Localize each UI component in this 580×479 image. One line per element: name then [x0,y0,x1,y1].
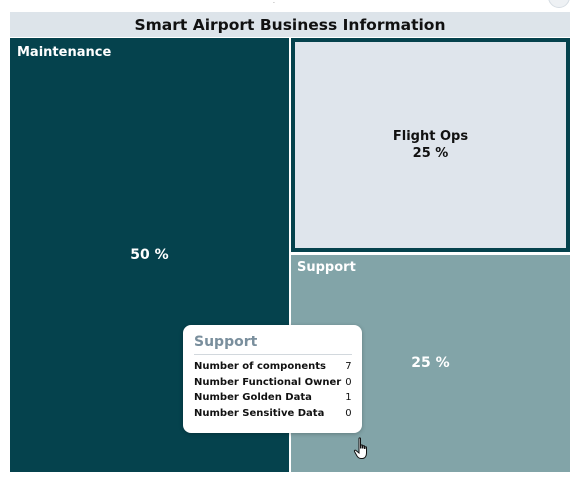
tile-support[interactable]: Support 25 % [291,255,570,472]
tooltip-table: Number of components 7 Number Functional… [194,359,352,421]
tile-flight-ops[interactable]: Flight Ops 25 % [291,38,570,252]
chart-title: Smart Airport Business Information [10,12,570,37]
tooltip-row-label: Number Golden Data [194,392,312,403]
tooltip-row-value: 0 [345,376,352,388]
tooltip-row: Number Golden Data 1 [194,390,352,406]
tile-maintenance-value: 50 % [130,246,169,263]
tooltip-row: Number Sensitive Data 0 [194,406,352,422]
tile-support-name: Support [297,260,356,275]
top-dot: · [273,0,275,7]
tooltip-row-label: Number of components [194,361,326,372]
tooltip-row: Number of components 7 [194,359,352,375]
tooltip-title: Support [194,334,352,355]
tooltip-row-label: Number Sensitive Data [194,407,325,419]
tooltip-row-label: Number Functional Owner [194,376,342,388]
corner-menu-button[interactable] [548,0,570,8]
tooltip-row-value: 0 [345,407,352,419]
tile-support-value: 25 % [411,355,450,371]
tile-maintenance-name: Maintenance [17,45,112,60]
tooltip-row-value: 7 [345,361,352,372]
hand-pointer-icon [353,437,367,459]
treemap-chart: Smart Airport Business Information Maint… [10,12,570,472]
tile-flight-ops-value: 25 % [412,146,449,161]
tooltip-row: Number Functional Owner 0 [194,375,352,391]
tooltip-row-value: 1 [345,392,352,403]
tooltip: Support Number of components 7 Number Fu… [183,325,362,433]
tile-flight-ops-name: Flight Ops [392,129,469,144]
